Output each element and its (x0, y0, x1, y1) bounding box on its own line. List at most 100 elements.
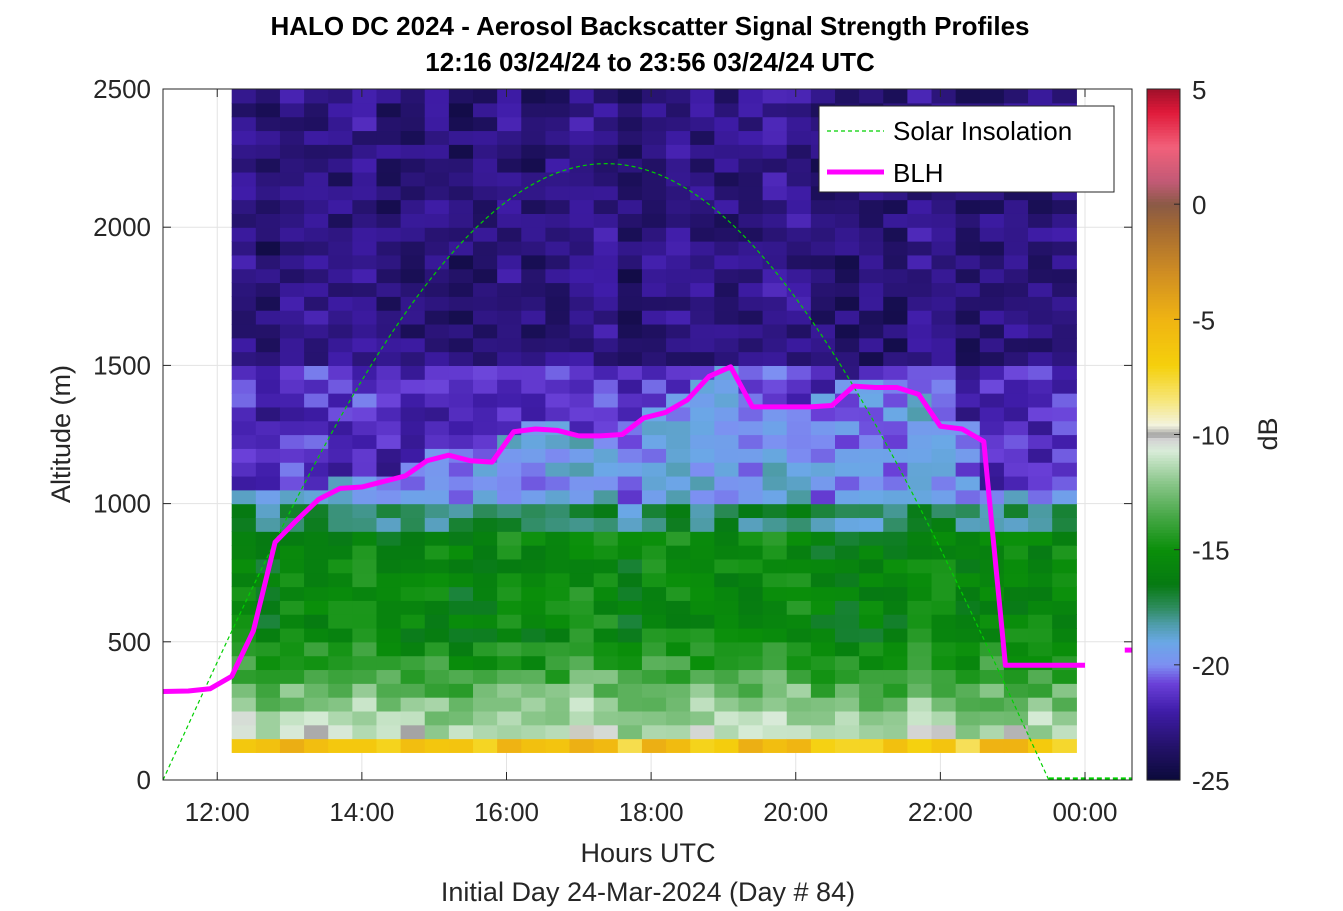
heatmap-cell (907, 558, 933, 574)
heatmap-cell (352, 130, 378, 145)
colorbar-segment (1147, 391, 1180, 395)
heatmap-cell (521, 241, 547, 256)
heatmap-cell (545, 724, 571, 740)
heatmap-cell (907, 323, 933, 339)
heatmap-cell (424, 116, 450, 132)
heatmap-cell (907, 531, 933, 546)
colorbar-segment (1147, 382, 1180, 387)
heatmap-cell (400, 296, 426, 311)
heatmap-cell (352, 323, 378, 339)
heatmap-cell (304, 144, 329, 159)
heatmap-cell (473, 254, 498, 270)
heatmap-cell (1003, 351, 1029, 366)
heatmap-cell (762, 130, 788, 145)
colorbar-segment (1147, 198, 1180, 202)
heatmap-cell (907, 227, 933, 242)
heatmap-cell (810, 558, 836, 574)
heatmap-cell (279, 503, 305, 519)
heatmap-cell (979, 282, 1005, 297)
heatmap-cell (304, 586, 329, 601)
heatmap-cell (473, 614, 498, 629)
heatmap-cell (473, 489, 498, 505)
heatmap-cell (473, 683, 498, 698)
heatmap-cell (328, 558, 353, 574)
heatmap-cell (883, 738, 908, 753)
heatmap-cell (835, 475, 860, 491)
heatmap-cell (641, 89, 667, 104)
heatmap-cell (497, 531, 522, 546)
heatmap-cell (593, 227, 619, 242)
heatmap-cell (279, 475, 305, 491)
heatmap-cell (907, 213, 933, 228)
colorbar-segment (1147, 261, 1180, 266)
heatmap-cell (907, 241, 933, 256)
heatmap-cell (786, 600, 812, 615)
heatmap-cell (352, 572, 378, 588)
heatmap-cell (1028, 724, 1053, 740)
heatmap-cell (473, 545, 498, 560)
heatmap-cell (883, 683, 908, 698)
heatmap-cell (352, 683, 378, 698)
heatmap-cell (304, 268, 329, 284)
heatmap-cell (1028, 241, 1053, 256)
heatmap-cell (859, 337, 884, 353)
colorbar-segment (1147, 518, 1180, 522)
heatmap-cell (666, 489, 691, 505)
heatmap-cell (1028, 545, 1053, 560)
colorbar-segment (1147, 299, 1180, 303)
heatmap-cell (786, 572, 812, 588)
heatmap-cell (304, 130, 329, 145)
colorbar-segment (1147, 281, 1180, 286)
heatmap-cell (810, 213, 836, 228)
heatmap-cell (714, 393, 740, 408)
heatmap-cell (690, 572, 715, 588)
heatmap-cell (738, 406, 764, 422)
heatmap-cell (1003, 545, 1029, 560)
heatmap-cell (617, 683, 643, 698)
heatmap-cell (328, 130, 353, 145)
heatmap-cell (497, 406, 522, 422)
y-axis-label: Altitude (m) (46, 365, 76, 503)
colorbar-segment (1147, 365, 1180, 369)
heatmap-cell (593, 545, 619, 560)
heatmap-cell (762, 489, 788, 505)
heatmap-cell (304, 213, 329, 228)
heatmap-cell (666, 572, 691, 588)
heatmap-cell (569, 213, 595, 228)
heatmap-cell (617, 268, 643, 284)
heatmap-cell (473, 227, 498, 242)
heatmap-cell (448, 489, 474, 505)
heatmap-cell (690, 337, 715, 353)
heatmap-cell (617, 282, 643, 297)
heatmap-cell (328, 641, 353, 657)
colorbar-segment (1147, 333, 1180, 338)
heatmap-cell (931, 296, 957, 311)
heatmap-cell (859, 406, 884, 422)
heatmap-cell (1052, 365, 1077, 380)
colorbar-segment (1147, 509, 1180, 513)
heatmap-cell (907, 351, 933, 366)
heatmap-cell (835, 489, 860, 505)
colorbar-segment (1147, 169, 1180, 174)
heatmap-cell (859, 572, 884, 588)
heatmap-cell (593, 406, 619, 422)
colorbar-segment (1147, 437, 1180, 441)
heatmap-cell (593, 586, 619, 601)
heatmap-cell (690, 116, 715, 132)
heatmap-cell (376, 406, 402, 422)
heatmap-cell (907, 448, 933, 463)
heatmap-cell (666, 171, 691, 187)
heatmap-cell (738, 558, 764, 574)
colorbar-segment (1147, 221, 1180, 225)
heatmap-cell (931, 641, 957, 657)
heatmap-cell (738, 434, 764, 449)
colorbar-segment (1147, 754, 1180, 758)
heatmap-cell (835, 655, 860, 671)
heatmap-cell (641, 365, 667, 380)
heatmap-cell (376, 116, 402, 132)
heatmap-cell (762, 448, 788, 463)
colorbar-segment (1147, 676, 1180, 680)
heatmap-cell (714, 697, 740, 712)
heatmap-cell (400, 323, 426, 339)
heatmap-cell (231, 116, 257, 132)
